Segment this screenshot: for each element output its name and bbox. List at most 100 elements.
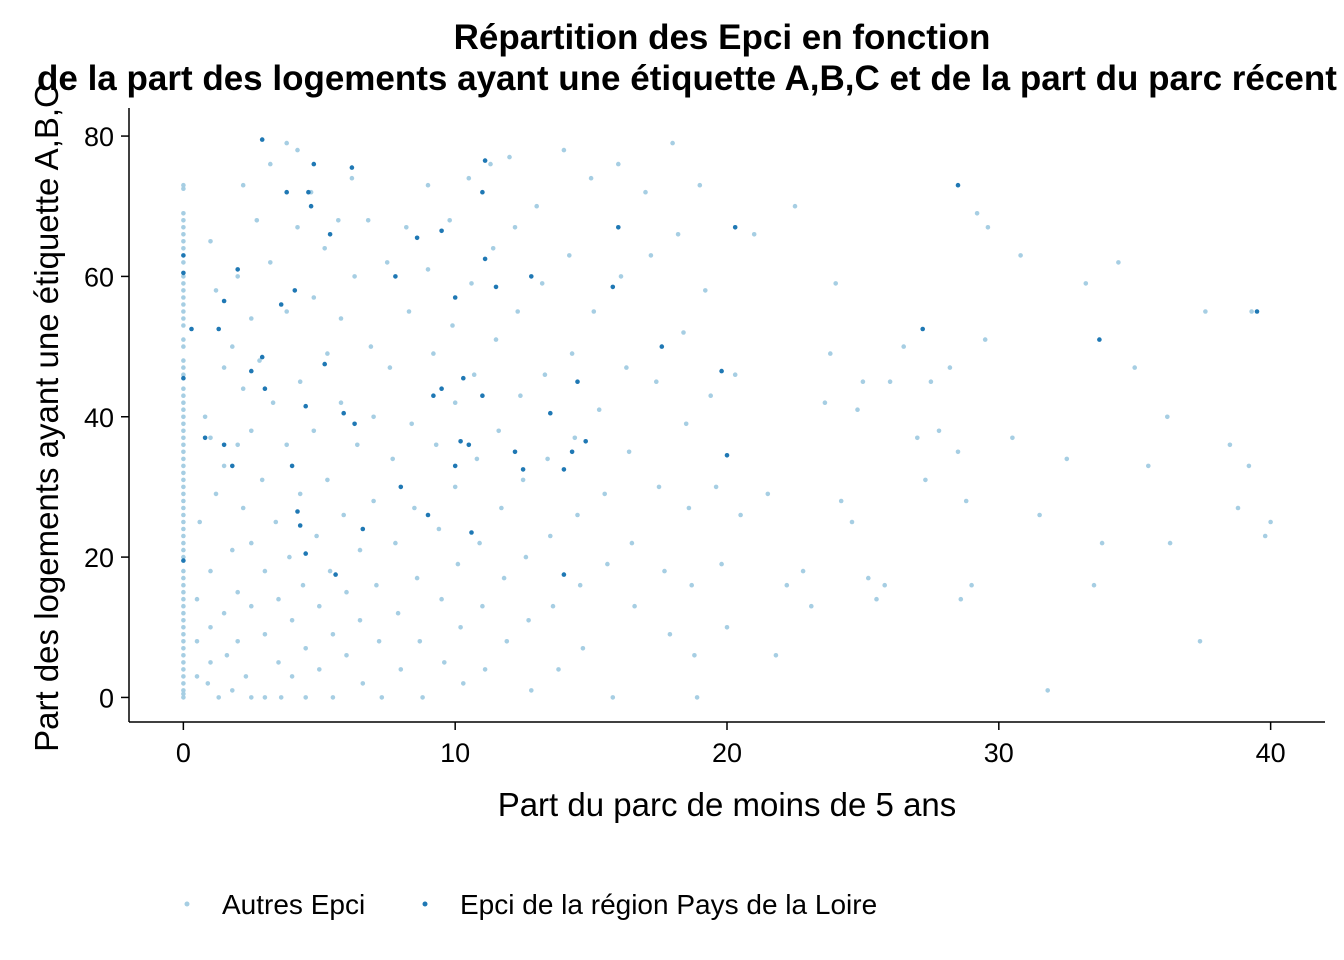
- data-point: [181, 519, 186, 525]
- chart-title-block: Répartition des Epci en fonction de la p…: [37, 18, 1337, 98]
- data-point: [501, 575, 507, 581]
- data-point: [306, 189, 311, 195]
- data-point: [181, 691, 186, 697]
- data-point: [583, 439, 588, 444]
- data-point: [683, 421, 689, 427]
- data-point: [822, 400, 828, 406]
- data-point: [520, 467, 526, 472]
- data-point: [181, 344, 186, 349]
- data-point: [833, 281, 838, 286]
- data-point: [675, 232, 681, 237]
- data-point: [262, 568, 268, 574]
- data-point: [667, 632, 673, 637]
- data-point: [336, 218, 341, 223]
- data-point: [262, 695, 268, 700]
- data-point: [529, 688, 534, 693]
- data-point: [181, 491, 186, 497]
- data-point: [181, 372, 186, 378]
- data-point: [197, 519, 202, 525]
- data-point: [181, 688, 186, 693]
- data-point: [276, 596, 281, 602]
- data-point: [259, 354, 265, 360]
- data-point: [181, 646, 186, 651]
- y-tick-label: 0: [99, 683, 114, 713]
- data-point: [955, 449, 961, 455]
- data-point: [512, 449, 518, 455]
- data-point: [311, 161, 317, 167]
- data-point: [616, 161, 621, 167]
- data-point: [355, 442, 360, 448]
- data-point: [181, 375, 186, 381]
- data-point: [703, 288, 708, 293]
- data-point: [181, 625, 186, 630]
- data-point: [181, 182, 186, 188]
- data-point: [518, 393, 523, 399]
- data-point: [276, 660, 281, 665]
- data-point: [469, 281, 474, 286]
- data-point: [550, 603, 556, 609]
- data-point: [311, 428, 317, 434]
- data-point: [1091, 582, 1097, 588]
- data-point: [561, 147, 567, 153]
- data-point: [181, 281, 186, 286]
- data-point: [974, 211, 980, 216]
- data-point: [181, 302, 186, 307]
- data-point: [181, 393, 186, 399]
- y-axis-title: Part des logements ayant une étiquette A…: [28, 84, 65, 752]
- data-point: [181, 211, 186, 216]
- data-point: [221, 298, 227, 304]
- data-point: [526, 618, 531, 623]
- data-point: [181, 309, 186, 314]
- data-point: [259, 477, 265, 483]
- data-point: [327, 232, 333, 237]
- data-point: [284, 140, 290, 146]
- data-point: [181, 400, 186, 406]
- data-point: [221, 442, 227, 448]
- data-point: [333, 572, 338, 577]
- data-point: [1037, 512, 1042, 518]
- data-point: [539, 281, 545, 286]
- data-point: [1045, 688, 1050, 693]
- data-point: [1227, 442, 1233, 448]
- data-point: [292, 288, 298, 293]
- data-point: [181, 463, 186, 469]
- data-point: [591, 309, 597, 314]
- x-axis-title: Part du parc de moins de 5 ans: [498, 786, 957, 823]
- data-point: [915, 435, 920, 441]
- data-point: [322, 246, 328, 251]
- data-point: [289, 674, 295, 679]
- y-tick-label: 20: [84, 543, 114, 573]
- data-point: [249, 428, 254, 434]
- data-point: [928, 379, 934, 385]
- data-point: [181, 218, 186, 223]
- data-point: [442, 660, 447, 665]
- data-point: [425, 267, 431, 272]
- data-point: [357, 618, 363, 623]
- data-point: [708, 393, 713, 399]
- data-point: [368, 344, 374, 349]
- data-point: [1246, 463, 1252, 469]
- data-point: [534, 203, 539, 209]
- data-point: [955, 182, 961, 188]
- data-point: [349, 175, 355, 181]
- data-point: [194, 674, 200, 679]
- data-point: [344, 589, 349, 595]
- data-point: [947, 365, 953, 370]
- data-point: [773, 653, 779, 658]
- data-point: [477, 540, 482, 546]
- y-tick-label: 80: [84, 122, 114, 152]
- data-point: [208, 625, 213, 630]
- data-point: [923, 477, 928, 483]
- data-point: [575, 379, 580, 385]
- data-point: [181, 547, 186, 553]
- data-point: [393, 274, 398, 279]
- x-tick-label: 30: [984, 738, 1014, 768]
- data-point: [713, 484, 719, 490]
- data-point: [689, 582, 694, 588]
- data-point: [181, 589, 186, 595]
- data-point: [738, 512, 743, 518]
- data-point: [969, 582, 974, 588]
- data-point: [181, 358, 186, 363]
- data-point: [181, 253, 186, 258]
- data-point: [958, 596, 964, 602]
